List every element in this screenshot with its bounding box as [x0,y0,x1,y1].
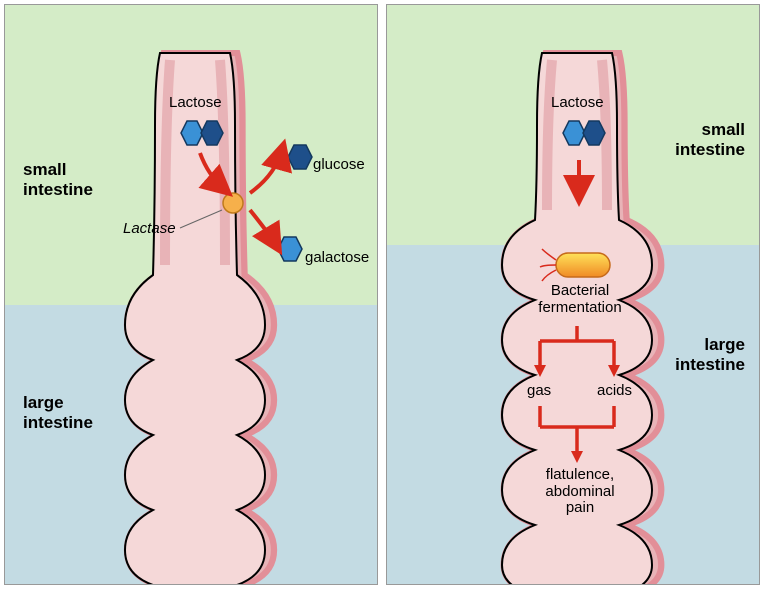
small-intestine-label-left: small intestine [23,160,93,199]
large-intestine-label-left: large intestine [23,393,93,432]
lactose-label-left: Lactose [169,95,222,112]
acids-label: acids [597,383,632,400]
arrow-down-1 [567,155,607,215]
panel-tolerant: Lactose Tolerant (has lactase) Lactose [4,4,378,585]
diagram-container: Lactose Tolerant (has lactase) Lactose [0,0,764,589]
large-intestine-label-right: large intestine [675,335,745,374]
lactose-hexes-right [557,117,617,153]
bacterial-label: Bacterial fermentation [535,283,625,316]
lactase-label: Lactase [123,221,176,238]
small-intestine-label-right: small intestine [675,120,745,159]
panel-intolerant: Lactose Intolerant (no lactase) Lactose [386,4,760,585]
lactase-pointer [180,210,240,240]
lactose-label-right: Lactose [551,95,604,112]
gas-label: gas [527,383,551,400]
symptoms-label: flatulence, abdominal pain [537,467,623,517]
